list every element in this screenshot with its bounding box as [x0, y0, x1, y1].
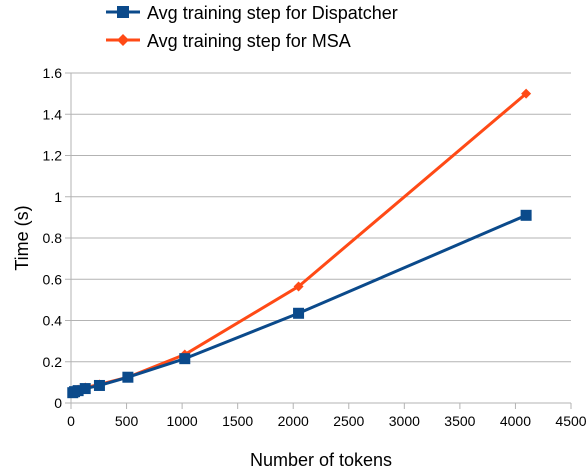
data-point [122, 371, 134, 383]
legend-entry: Avg training step for Dispatcher [106, 3, 398, 23]
legend: Avg training step for Dispatcher Avg trai… [106, 3, 398, 51]
x-tick-label: 3000 [389, 413, 420, 429]
y-tick-label: 0 [54, 395, 62, 411]
x-tick-label: 3500 [444, 413, 475, 429]
legend-marker [117, 6, 129, 18]
gridlines [71, 72, 571, 404]
data-point [179, 353, 191, 365]
series-layer [67, 88, 532, 399]
x-tick-label: 1000 [167, 413, 198, 429]
data-point [72, 385, 84, 397]
y-tick-label: 1.6 [43, 65, 63, 81]
x-tick-label: 1500 [222, 413, 253, 429]
series-line [72, 213, 527, 394]
y-tick-label: 1.4 [43, 106, 63, 122]
x-tick-label: 2000 [278, 413, 309, 429]
axes: 0 0.2 0.4 0.6 0.8 1 1.2 1.4 1.6 0 500 1000 1500 2000 2… [43, 65, 587, 429]
y-tick-label: 0.4 [43, 313, 63, 329]
data-point [520, 209, 532, 221]
x-tick-label: 500 [115, 413, 139, 429]
x-tick-label: 2500 [333, 413, 364, 429]
data-point [521, 88, 532, 99]
legend-entry: Avg training step for MSA [106, 31, 351, 51]
y-tick-label: 0.8 [43, 230, 63, 246]
data-point [293, 307, 305, 319]
series-dispatcher [67, 209, 532, 399]
data-point [79, 383, 91, 395]
y-tick-label: 0.6 [43, 271, 63, 287]
legend-marker [117, 34, 129, 46]
x-tick-label: 0 [67, 413, 75, 429]
data-point [93, 379, 105, 391]
x-tick-label: 4500 [555, 413, 586, 429]
y-tick-label: 1.2 [43, 148, 63, 164]
x-tick-label: 4000 [500, 413, 531, 429]
legend-label: Avg training step for MSA [147, 31, 351, 51]
x-axis-title: Number of tokens [250, 450, 392, 470]
y-tick-label: 0.2 [43, 354, 63, 370]
data-point [293, 281, 304, 292]
y-axis-title: Time (s) [12, 205, 32, 270]
y-tick-label: 1 [54, 189, 62, 205]
series-line [72, 92, 528, 393]
legend-label: Avg training step for Dispatcher [147, 3, 398, 23]
